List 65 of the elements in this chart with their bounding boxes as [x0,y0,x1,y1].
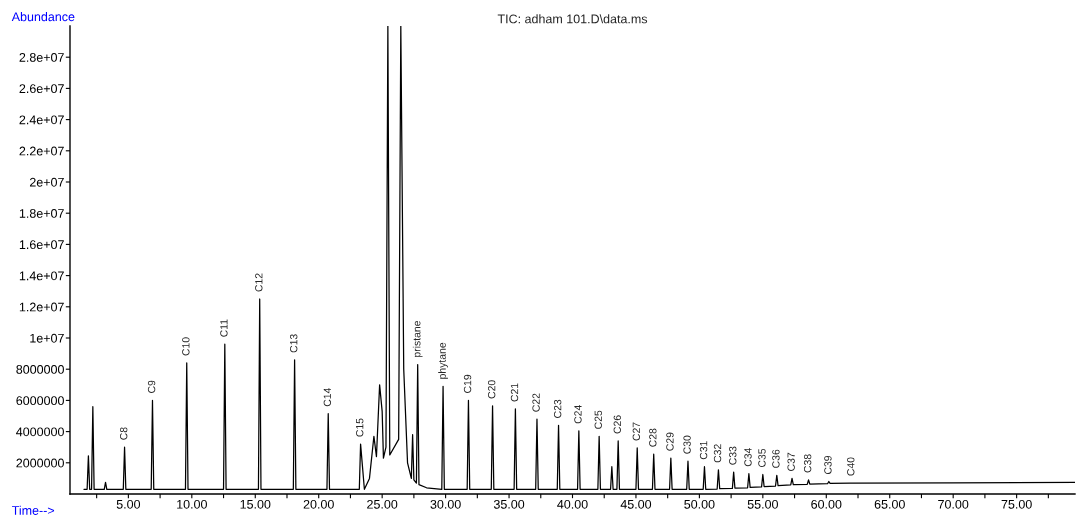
annotation: C13 [290,334,298,353]
annotation: C20 [487,380,496,399]
y-tick-label: 1.2e+07 [19,302,64,312]
y-tick-label: 1e+07 [30,333,64,343]
annotation: pristane [412,320,423,357]
x-tick-label: 5.00 [116,499,141,509]
x-tick-label: 55.00 [747,499,778,509]
y-tick-label: 2.2e+07 [19,146,64,156]
annotation: C40 [847,457,855,476]
x-tick-label: 70.00 [938,499,969,509]
y-axis-title: Abundance [11,12,75,22]
y-tick-label: 1.8e+07 [19,209,64,218]
annotation: C22 [532,393,540,412]
annotation: C37 [787,452,795,471]
y-tick-label: 2.4e+07 [19,115,64,125]
chart-title: TIC: adham 101.D\data.ms [497,14,648,24]
x-tick-label: 15.00 [240,499,271,509]
y-tick-label: 2.8e+07 [19,53,64,62]
annotation: C32 [713,444,722,463]
annotation: C39 [824,455,832,475]
annotation: C9 [147,380,156,393]
annotation: C27 [632,422,641,441]
annotation: C21 [510,383,519,402]
line-series [83,26,1075,490]
annotation: C29 [666,432,674,451]
x-tick-label: 35.00 [493,499,525,509]
annotation: C15 [356,418,364,437]
annotation: C30 [683,435,691,454]
annotation: C35 [758,448,766,468]
annotation: C23 [553,399,562,418]
annotation: C12 [255,273,263,292]
annotation: C11 [220,319,228,337]
annotation: C26 [613,415,621,434]
annotation: C14 [323,387,332,407]
x-tick-label: 25.00 [367,499,398,509]
annotation: C33 [729,446,737,465]
annotation: C10 [182,337,190,356]
annotation: C36 [772,449,780,468]
x-tick-label: 75.00 [1001,499,1032,509]
x-tick-label: 40.00 [557,499,588,509]
annotation: C34 [744,447,752,467]
annotation: C28 [649,428,657,447]
y-tick-label: 2000000 [16,458,64,468]
y-tick-label: 2e+07 [29,177,64,187]
x-tick-label: 10.00 [177,499,207,509]
x-axis-title: Time--> [11,505,55,515]
y-tick-label: 6000000 [16,396,64,406]
y-tick-label: 2.6e+07 [19,84,64,94]
annotation: phytane [438,342,448,379]
annotation: C31 [699,441,708,460]
x-tick-label: 65.00 [874,499,905,509]
y-tick-label: 4000000 [16,427,64,437]
x-tick-label: 50.00 [684,499,715,509]
annotation: C19 [463,374,472,393]
y-tick-label: 1.4e+07 [19,271,64,281]
y-tick-label: 1.6e+07 [19,240,64,250]
annotation: C24 [574,405,582,424]
x-tick-label: 45.00 [620,499,652,509]
annotation: C38 [803,454,812,473]
x-tick-label: 20.00 [303,499,334,509]
y-tick-label: 8000000 [16,365,64,374]
x-tick-label: 60.00 [811,499,842,509]
annotation: C25 [594,410,602,429]
annotation: C8 [119,427,128,440]
x-tick-label: 30.00 [430,499,461,509]
